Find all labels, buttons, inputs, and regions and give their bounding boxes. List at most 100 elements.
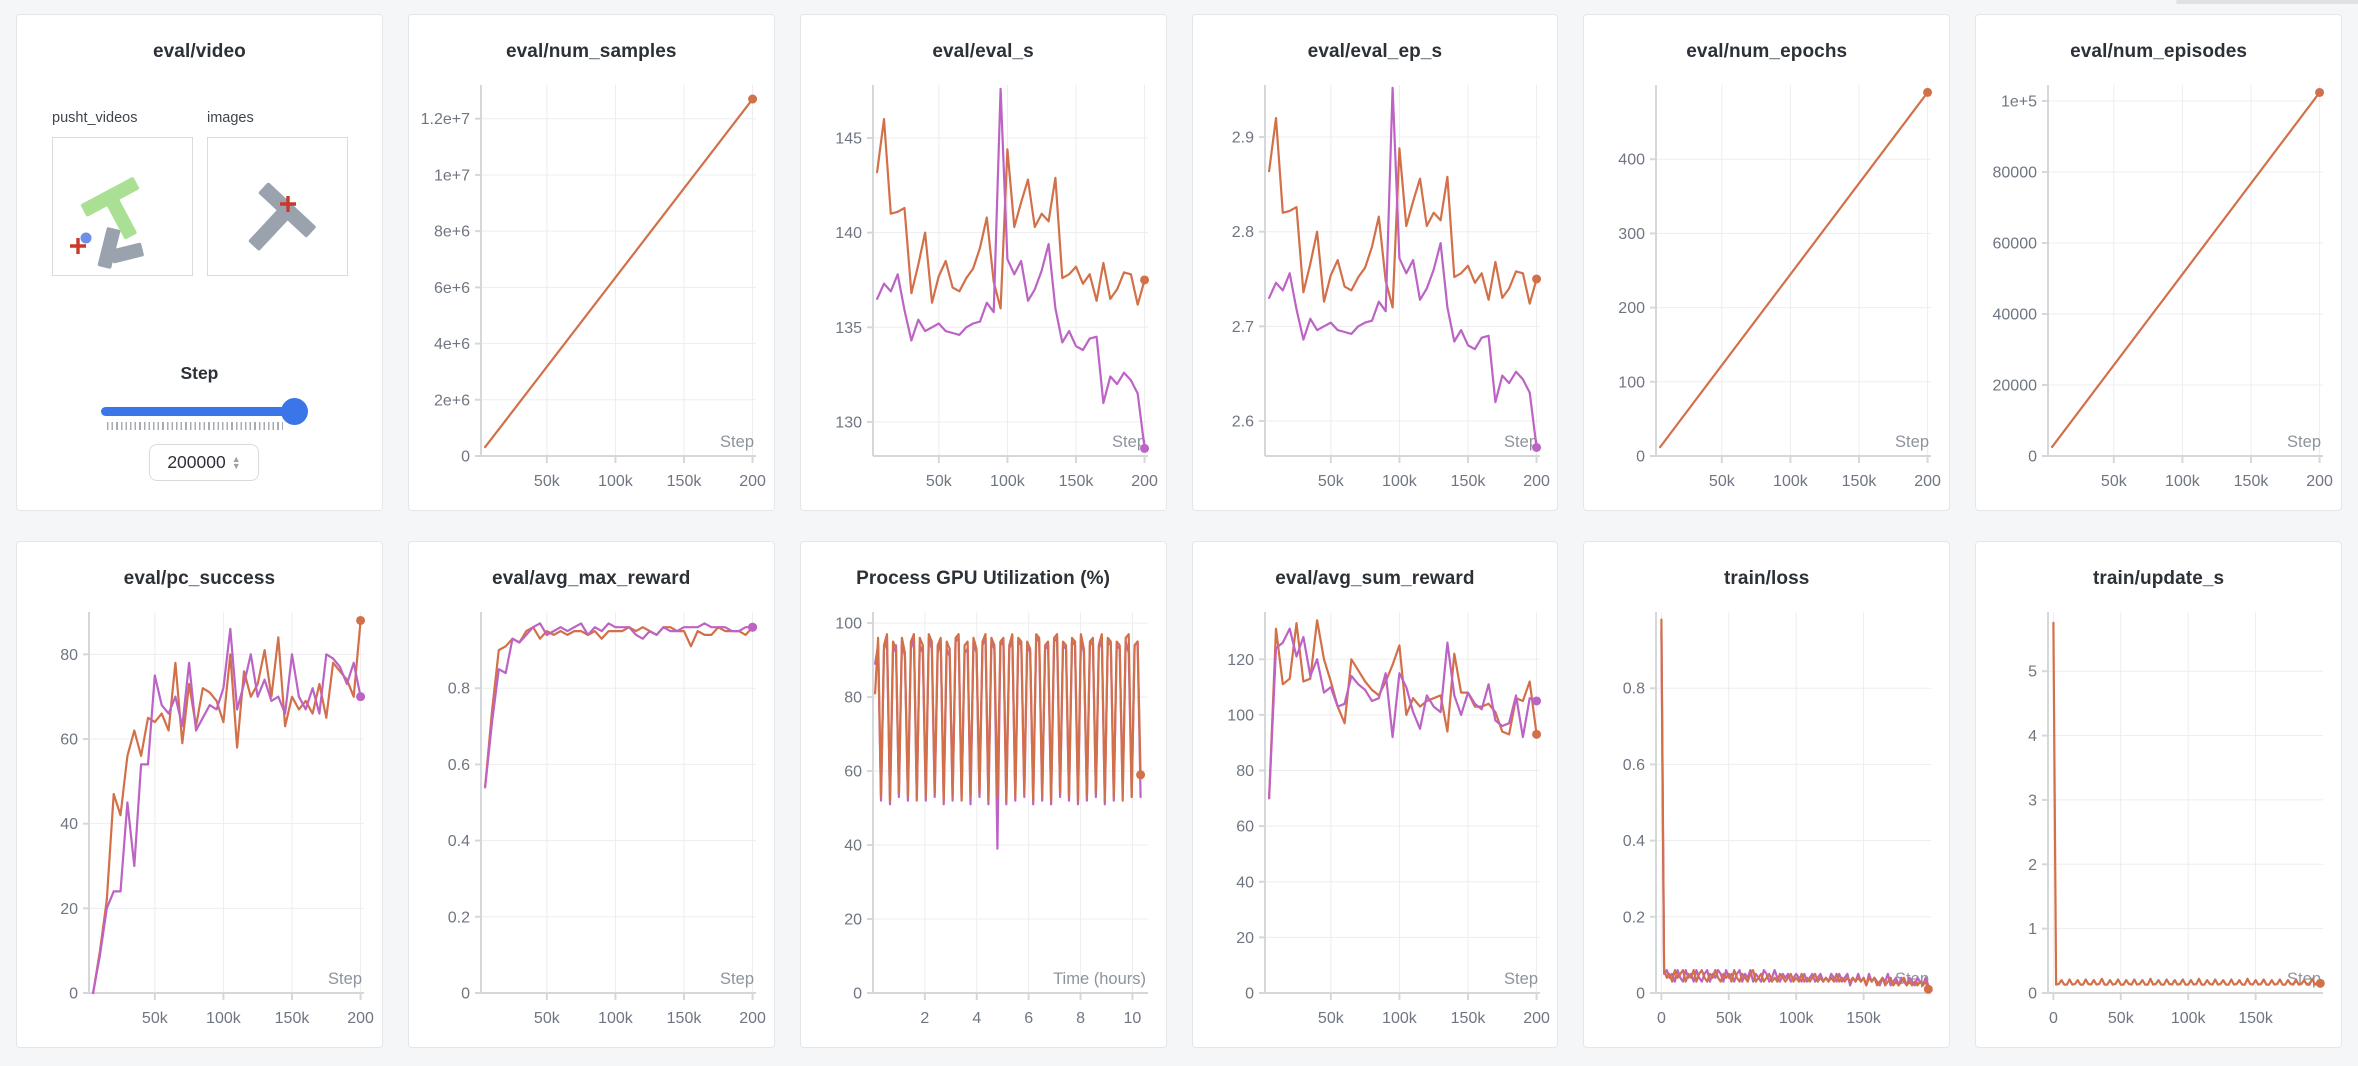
panel-title: eval/pc_success [123,568,276,589]
eval-num-epochs-plot: 0 100 200 300 400 50k 100k 150k 200 Step [1619,85,1941,490]
panel-title: eval/avg_sum_reward [1275,568,1475,589]
panel-eval-eval-s: eval/eval_s 130 135 140 145 50k 100k 150k 200 St… [799,14,1167,511]
svg-text:Step: Step [2287,433,2321,451]
svg-text:135: 135 [835,320,862,337]
svg-text:145: 145 [835,131,862,148]
svg-text:100k: 100k [206,1010,242,1027]
svg-text:50k: 50k [1317,1010,1344,1027]
images-thumbnail[interactable] [207,137,348,276]
svg-text:60: 60 [1236,819,1254,836]
panel-title: train/loss [1724,568,1810,589]
svg-text:130: 130 [835,414,862,431]
svg-text:150k: 150k [1450,473,1486,490]
eval-num-episodes-plot: 0 20000 40000 60000 80000 1e+5 50k 100k 150k 200 S… [1993,85,2333,490]
svg-text:2: 2 [2028,857,2037,874]
svg-text:150k: 150k [1450,1010,1486,1027]
svg-text:Step: Step [2287,970,2321,988]
panel-eval-num-episodes: eval/num_episodes 0 20000 40000 60000 80000 1… [1975,14,2342,511]
step-slider[interactable] [101,407,303,416]
svg-text:100k: 100k [2165,473,2201,490]
svg-text:1.2e+7: 1.2e+7 [420,111,469,128]
svg-text:150k: 150k [1847,1010,1883,1027]
svg-text:200: 200 [1523,473,1550,490]
chart-eval-num-epochs[interactable]: 0 100 200 300 400 50k 100k 150k 200 Step [1594,73,1941,502]
svg-text:50k: 50k [1716,1010,1743,1027]
svg-text:Step: Step [1504,433,1538,451]
svg-text:100: 100 [1619,374,1646,391]
svg-text:0: 0 [1657,1010,1666,1027]
svg-text:200: 200 [739,473,766,490]
svg-text:140: 140 [835,225,862,242]
stepper-icons[interactable]: ▲ ▼ [231,453,241,471]
svg-text:200: 200 [1523,1010,1550,1027]
svg-text:0.8: 0.8 [1623,681,1645,698]
svg-text:Step: Step [1895,433,1929,451]
svg-text:200: 200 [2306,473,2333,490]
step-number-input[interactable]: 200000 ▲ ▼ [149,444,259,481]
panel-title: eval/eval_ep_s [1307,41,1443,62]
panel-title: eval/num_samples [505,41,677,62]
svg-text:100: 100 [1227,707,1254,724]
panel-eval-pc-success: eval/pc_success 0 20 40 60 80 50k 100k 150k 200 S… [16,541,383,1048]
chart-process-gpu-utilization[interactable]: 0 20 40 60 80 100 2 4 6 8 10 Time (hours) [811,600,1158,1039]
chart-eval-eval-s[interactable]: 130 135 140 145 50k 100k 150k 200 Step [811,73,1158,502]
pusht-video-thumbnail[interactable] [52,137,193,276]
svg-text:100k: 100k [990,473,1026,490]
svg-text:100k: 100k [2171,1010,2207,1027]
images-scene-image [248,182,316,251]
chart-eval-num-samples[interactable]: 0 2e+6 4e+6 6e+6 8e+6 1e+7 1.2e+7 50k 100k 150k 20… [419,73,766,502]
svg-text:1: 1 [2028,921,2037,938]
eval-eval-ep-s-plot: 2.6 2.7 2.8 2.9 50k 100k 150k 200 Step [1231,85,1550,490]
svg-text:0: 0 [853,986,862,1003]
svg-text:20: 20 [844,912,862,929]
svg-text:0.4: 0.4 [448,833,470,850]
chart-eval-avg-sum-reward[interactable]: 0 20 40 60 80 100 120 50k 100k 150k 200 Step [1203,600,1550,1039]
svg-text:0: 0 [461,449,470,466]
pusht-scene-image [70,177,144,269]
stepper-up-icon[interactable]: ▲ [231,453,241,464]
svg-text:0: 0 [461,986,470,1003]
svg-text:0: 0 [1636,986,1645,1003]
svg-text:100k: 100k [1382,1010,1418,1027]
panel-eval-eval-ep-s: eval/eval_ep_s 2.6 2.7 2.8 2.9 50k 100k 150k 20… [1191,14,1559,511]
chart-train-loss[interactable]: 0 0.2 0.4 0.6 0.8 0 50k 100k 150k Step [1594,600,1941,1039]
chart-train-update-s[interactable]: 0 1 2 3 4 5 0 50k 100k 150k Step [1986,600,2333,1039]
svg-text:50k: 50k [1709,473,1736,490]
chart-eval-pc-success[interactable]: 0 20 40 60 80 50k 100k 150k 200 Step [27,600,374,1039]
panel-train-loss: train/loss 0 0.2 0.4 0.6 0.8 0 50k 100k 150k Step [1583,541,1951,1048]
media-label-pusht-videos: pusht_videos [52,110,138,126]
svg-text:150k: 150k [2238,1010,2274,1027]
svg-text:200: 200 [1619,300,1646,317]
agent-dot [80,232,92,244]
svg-text:0.2: 0.2 [448,909,470,926]
stepper-down-icon[interactable]: ▼ [231,460,241,471]
chart-eval-num-episodes[interactable]: 0 20000 40000 60000 80000 1e+5 50k 100k 150k 200 S… [1986,73,2333,502]
gray-t-shape [248,182,316,251]
svg-text:Step: Step [328,970,362,988]
svg-text:80000: 80000 [1993,164,2038,181]
svg-text:0: 0 [69,986,78,1003]
chart-eval-eval-ep-s[interactable]: 2.6 2.7 2.8 2.9 50k 100k 150k 200 Step [1203,73,1550,502]
svg-text:20: 20 [60,901,78,918]
svg-text:8: 8 [1076,1010,1085,1027]
svg-text:50k: 50k [1317,473,1344,490]
train-update-s-plot: 0 1 2 3 4 5 0 50k 100k 150k Step [2028,612,2325,1027]
svg-text:400: 400 [1619,152,1646,169]
svg-text:4: 4 [972,1010,981,1027]
svg-text:1e+5: 1e+5 [2001,93,2037,110]
svg-text:0.2: 0.2 [1623,909,1645,926]
svg-text:3: 3 [2028,792,2037,809]
svg-text:2: 2 [920,1010,929,1027]
chart-eval-avg-max-reward[interactable]: 0 0.2 0.4 0.6 0.8 50k 100k 150k 200 Step [419,600,766,1039]
svg-text:60: 60 [60,732,78,749]
svg-text:150k: 150k [1842,473,1878,490]
svg-text:40: 40 [1236,874,1254,891]
svg-text:0.4: 0.4 [1623,833,1645,850]
panel-eval-num-epochs: eval/num_epochs 0 100 200 300 400 50k 100k 150k… [1583,14,1951,511]
svg-text:10: 10 [1123,1010,1141,1027]
eval-eval-s-plot: 130 135 140 145 50k 100k 150k 200 Step [835,85,1158,490]
panel-eval-avg-sum-reward: eval/avg_sum_reward 0 20 40 60 80 100 120 50k 10… [1191,541,1559,1048]
step-slider-label: Step [180,363,219,383]
slider-thumb[interactable] [281,398,308,425]
svg-text:4e+6: 4e+6 [434,336,470,353]
